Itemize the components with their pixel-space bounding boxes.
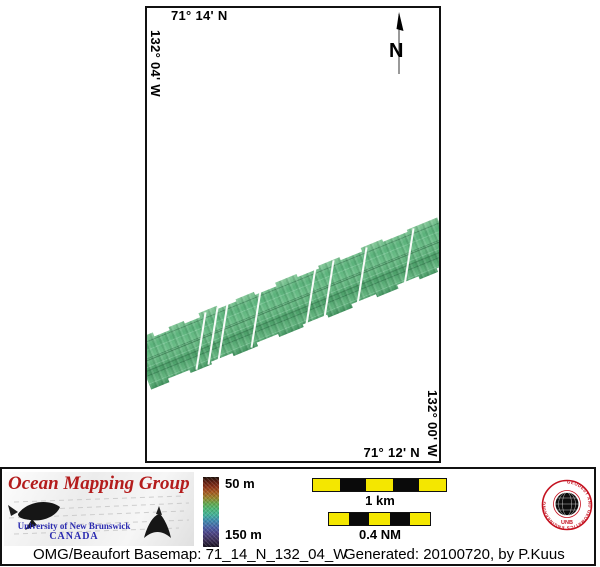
scalebar-km: [312, 478, 447, 492]
seal-unb-label: UNB: [561, 520, 573, 526]
unb-country: CANADA: [49, 531, 99, 542]
longitude-label-right: 132° 00' W: [425, 390, 439, 457]
sonar-swath: [147, 216, 439, 390]
omg-logo: Ocean Mapping Group University of New Br…: [4, 472, 194, 546]
generated-caption: Generated: 20100720, by P.Kuus: [344, 546, 565, 563]
scalebar-segment: [349, 513, 370, 525]
omg-title: Ocean Mapping Group: [8, 473, 190, 494]
scalebar-segment: [389, 513, 410, 525]
scalebar-segment: [409, 513, 431, 525]
depth-colorbar: [203, 477, 219, 547]
scalebar-segment: [419, 479, 446, 491]
colorbar-min-label: 50 m: [225, 476, 255, 491]
unb-name: University of New Brunswick: [17, 521, 131, 531]
map-frame: 71° 14' N 132° 04' W 132° 00' W 71° 12' …: [145, 6, 441, 463]
scalebar-segment: [329, 513, 350, 525]
scalebar-km-label: 1 km: [365, 493, 395, 508]
whales-image: [8, 495, 190, 538]
basemap-caption: OMG/Beaufort Basemap: 71_14_N_132_04_W: [33, 546, 348, 563]
scalebar-nm-label: 0.4 NM: [359, 527, 401, 542]
north-arrow-icon: N: [389, 12, 404, 74]
scalebar-nm: [328, 512, 431, 526]
scalebar-segment: [313, 479, 340, 491]
scalebar-segment: [369, 513, 390, 525]
scalebar-segment: [366, 479, 393, 491]
north-letter: N: [389, 40, 403, 62]
legend-strip: Ocean Mapping Group University of New Br…: [0, 467, 596, 566]
gge-seal-icon: GEODESY AND GEOMATICS ENGINEERING UNB: [541, 479, 593, 531]
colorbar-max-label: 150 m: [225, 527, 262, 542]
latitude-label-top: 71° 14' N: [171, 8, 228, 23]
scalebar-segment: [392, 479, 420, 491]
longitude-label-left: 132° 04' W: [148, 30, 163, 97]
map-area: 71° 14' N 132° 04' W 132° 00' W 71° 12' …: [147, 8, 439, 461]
latitude-label-bottom: 71° 12' N: [363, 445, 420, 460]
scalebar-segment: [339, 479, 367, 491]
